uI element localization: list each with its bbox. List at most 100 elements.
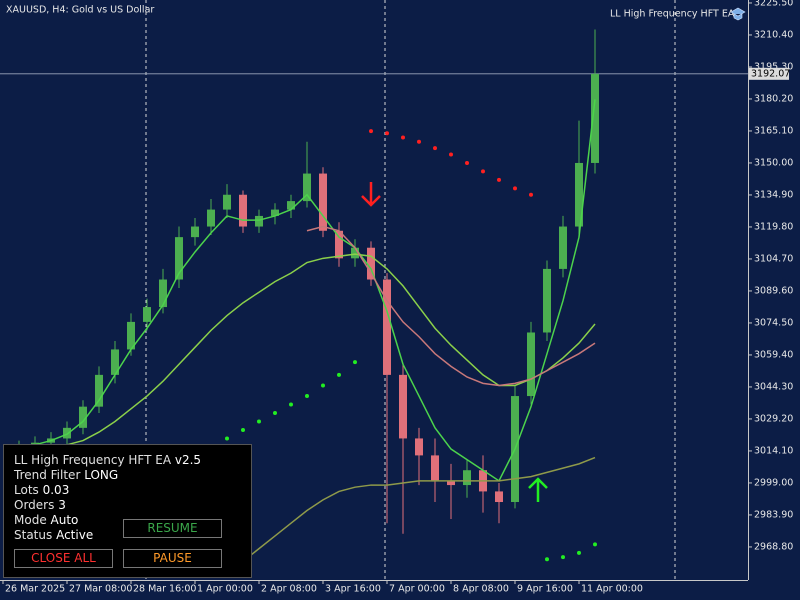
sar-dot	[369, 129, 373, 134]
ea-icon	[730, 7, 746, 21]
y-tick-label: 2968.80	[754, 541, 793, 552]
x-tick-label: 1 Apr 00:00	[197, 584, 253, 595]
candle-body	[303, 173, 311, 202]
sar-dot	[433, 146, 437, 151]
indicator-line	[306, 225, 596, 387]
sar-dot	[497, 177, 501, 182]
sar-dot	[321, 383, 325, 388]
sar-dot	[529, 192, 533, 197]
y-tick-label: 3089.60	[754, 285, 793, 296]
close-all-button[interactable]: CLOSE ALL	[14, 549, 113, 568]
candle-body	[351, 247, 359, 259]
ea-label: LL High Frequency HFT EA	[610, 9, 735, 20]
sar-dot	[449, 152, 453, 157]
panel-row: Status Active	[14, 528, 93, 542]
candle-body	[95, 374, 103, 407]
candle-body	[431, 455, 439, 481]
sar-dot	[577, 550, 581, 555]
sar-dot	[257, 419, 261, 424]
ea-panel: LL High Frequency HFT EA v2.5 RESUME CLO…	[3, 444, 252, 578]
candle-body	[207, 209, 215, 227]
y-tick-label: 3059.40	[754, 349, 793, 360]
row-value: Auto	[50, 513, 79, 527]
sar-dot	[353, 360, 357, 365]
row-value: 0.03	[42, 483, 70, 497]
candle-body	[527, 332, 535, 397]
sar-dot	[273, 411, 277, 416]
candle-body	[111, 349, 119, 375]
sar-dot	[225, 436, 229, 441]
buy-arrow	[528, 477, 548, 502]
x-tick-label: 11 Apr 00:00	[581, 584, 643, 595]
sar-dot	[513, 186, 517, 191]
candle-body	[191, 226, 199, 238]
candle-body	[415, 438, 423, 456]
x-tick-label: 9 Apr 16:00	[517, 584, 573, 595]
row-value: LONG	[84, 468, 119, 482]
row-label: Lots	[14, 483, 39, 497]
sar-dot	[465, 160, 469, 165]
panel-row: Orders 3	[14, 498, 66, 512]
candle-body	[255, 215, 263, 227]
resume-button[interactable]: RESUME	[123, 519, 222, 538]
price-tag	[749, 67, 789, 80]
y-tick-label: 2999.00	[754, 477, 793, 488]
candle-body	[159, 279, 167, 308]
y-tick-label: 3195.30	[754, 61, 793, 72]
candle-body	[367, 247, 375, 280]
y-tick-label: 3210.40	[754, 29, 793, 40]
price-axis-bg	[748, 0, 800, 600]
y-tick-label: 3225.50	[754, 0, 793, 8]
y-tick-label: 3029.20	[754, 413, 793, 424]
candle-body	[143, 307, 151, 322]
candle-body	[319, 173, 327, 231]
candle-body	[127, 321, 135, 350]
sar-dot	[289, 402, 293, 407]
candle-body	[63, 427, 71, 439]
candle-body	[175, 237, 183, 280]
indicator-line	[242, 456, 596, 562]
row-label: Trend Filter	[14, 468, 81, 482]
panel-row: Mode Auto	[14, 513, 78, 527]
x-tick-label: 26 Mar 2025	[5, 584, 65, 595]
x-tick-label: 28 Mar 16:00	[133, 584, 196, 595]
pause-button[interactable]: PAUSE	[123, 549, 222, 568]
panel-row: Trend Filter LONG	[14, 468, 118, 482]
y-tick-label: 3104.70	[754, 253, 793, 264]
sar-dot	[305, 394, 309, 399]
y-tick-label: 3165.10	[754, 125, 793, 136]
candle-body	[79, 406, 87, 428]
x-tick-label: 3 Apr 16:00	[325, 584, 381, 595]
sar-dot	[241, 427, 245, 432]
candle-body	[271, 209, 279, 216]
price-tag-label: 3192.07	[751, 68, 790, 79]
candle-body	[383, 279, 391, 375]
panel-row: Lots 0.03	[14, 483, 69, 497]
indicator-line	[19, 253, 596, 450]
sar-dot	[385, 131, 389, 136]
y-tick-label: 3014.10	[754, 445, 793, 456]
candle-body	[447, 480, 455, 486]
x-tick-label: 8 Apr 08:00	[453, 584, 509, 595]
x-tick-label: 27 Mar 08:00	[69, 584, 132, 595]
y-tick-label: 2983.90	[754, 509, 793, 520]
sar-dot	[417, 139, 421, 144]
candle-body	[335, 230, 343, 259]
candle-body	[239, 194, 247, 227]
sar-dot	[401, 135, 405, 140]
candle-body	[287, 201, 295, 210]
candle-body	[463, 470, 471, 486]
sar-dot	[561, 555, 565, 560]
sar-dot	[593, 542, 597, 547]
x-tick-label: 7 Apr 00:00	[389, 584, 445, 595]
row-label: Orders	[14, 498, 55, 512]
version: v2.5	[174, 453, 202, 467]
candle-body	[399, 374, 407, 439]
candle-body	[223, 194, 231, 210]
sar-dot	[545, 557, 549, 562]
y-tick-label: 3044.30	[754, 381, 793, 392]
sar-dot	[481, 169, 485, 174]
row-label: Status	[14, 528, 53, 542]
candle-body	[559, 226, 567, 269]
